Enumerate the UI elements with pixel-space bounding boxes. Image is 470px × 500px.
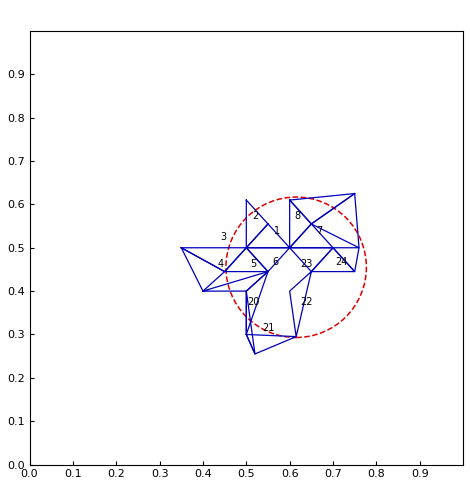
Text: 1: 1	[274, 226, 280, 236]
Text: 23: 23	[300, 259, 313, 269]
Text: 5: 5	[251, 259, 257, 269]
Text: 3: 3	[220, 232, 227, 242]
Text: 22: 22	[300, 297, 313, 307]
Text: 2: 2	[252, 211, 258, 221]
Text: 8: 8	[294, 211, 300, 221]
Text: 21: 21	[262, 323, 274, 333]
Text: 7: 7	[316, 226, 322, 236]
Text: 24: 24	[336, 256, 348, 266]
Text: 20: 20	[248, 297, 260, 307]
Text: 6: 6	[272, 256, 278, 266]
Text: 4: 4	[217, 259, 223, 269]
